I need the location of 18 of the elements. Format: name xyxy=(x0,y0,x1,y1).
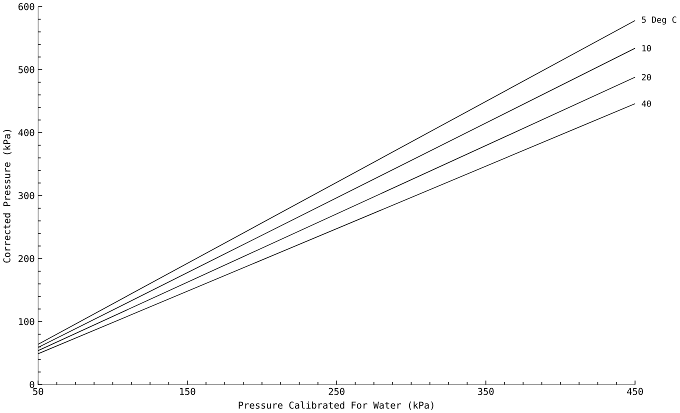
y-tick-label: 600 xyxy=(18,3,34,10)
series-label: 10 xyxy=(642,45,651,52)
y-tick-label: 100 xyxy=(19,318,34,326)
y-tick-label: 200 xyxy=(18,255,34,262)
x-axis-title: Pressure Calibrated For Water (kPa) xyxy=(238,401,434,410)
y-tick-label: 0 xyxy=(30,381,34,388)
series-label: 40 xyxy=(642,100,651,107)
x-tick-label: 150 xyxy=(180,388,196,396)
x-tick-label: 350 xyxy=(478,388,494,396)
y-axis-title: Corrected Pressure (kPa) xyxy=(3,130,12,263)
x-tick-label: 450 xyxy=(627,388,643,396)
series-label: 20 xyxy=(642,74,651,80)
y-tick-label: 300 xyxy=(18,192,34,200)
y-tick-label: 500 xyxy=(18,66,34,74)
series-label: 5 Deg C xyxy=(642,16,676,25)
y-tick-label: 400 xyxy=(18,129,34,136)
x-tick-label: 50 xyxy=(33,388,44,396)
x-tick-label: 250 xyxy=(328,388,344,396)
